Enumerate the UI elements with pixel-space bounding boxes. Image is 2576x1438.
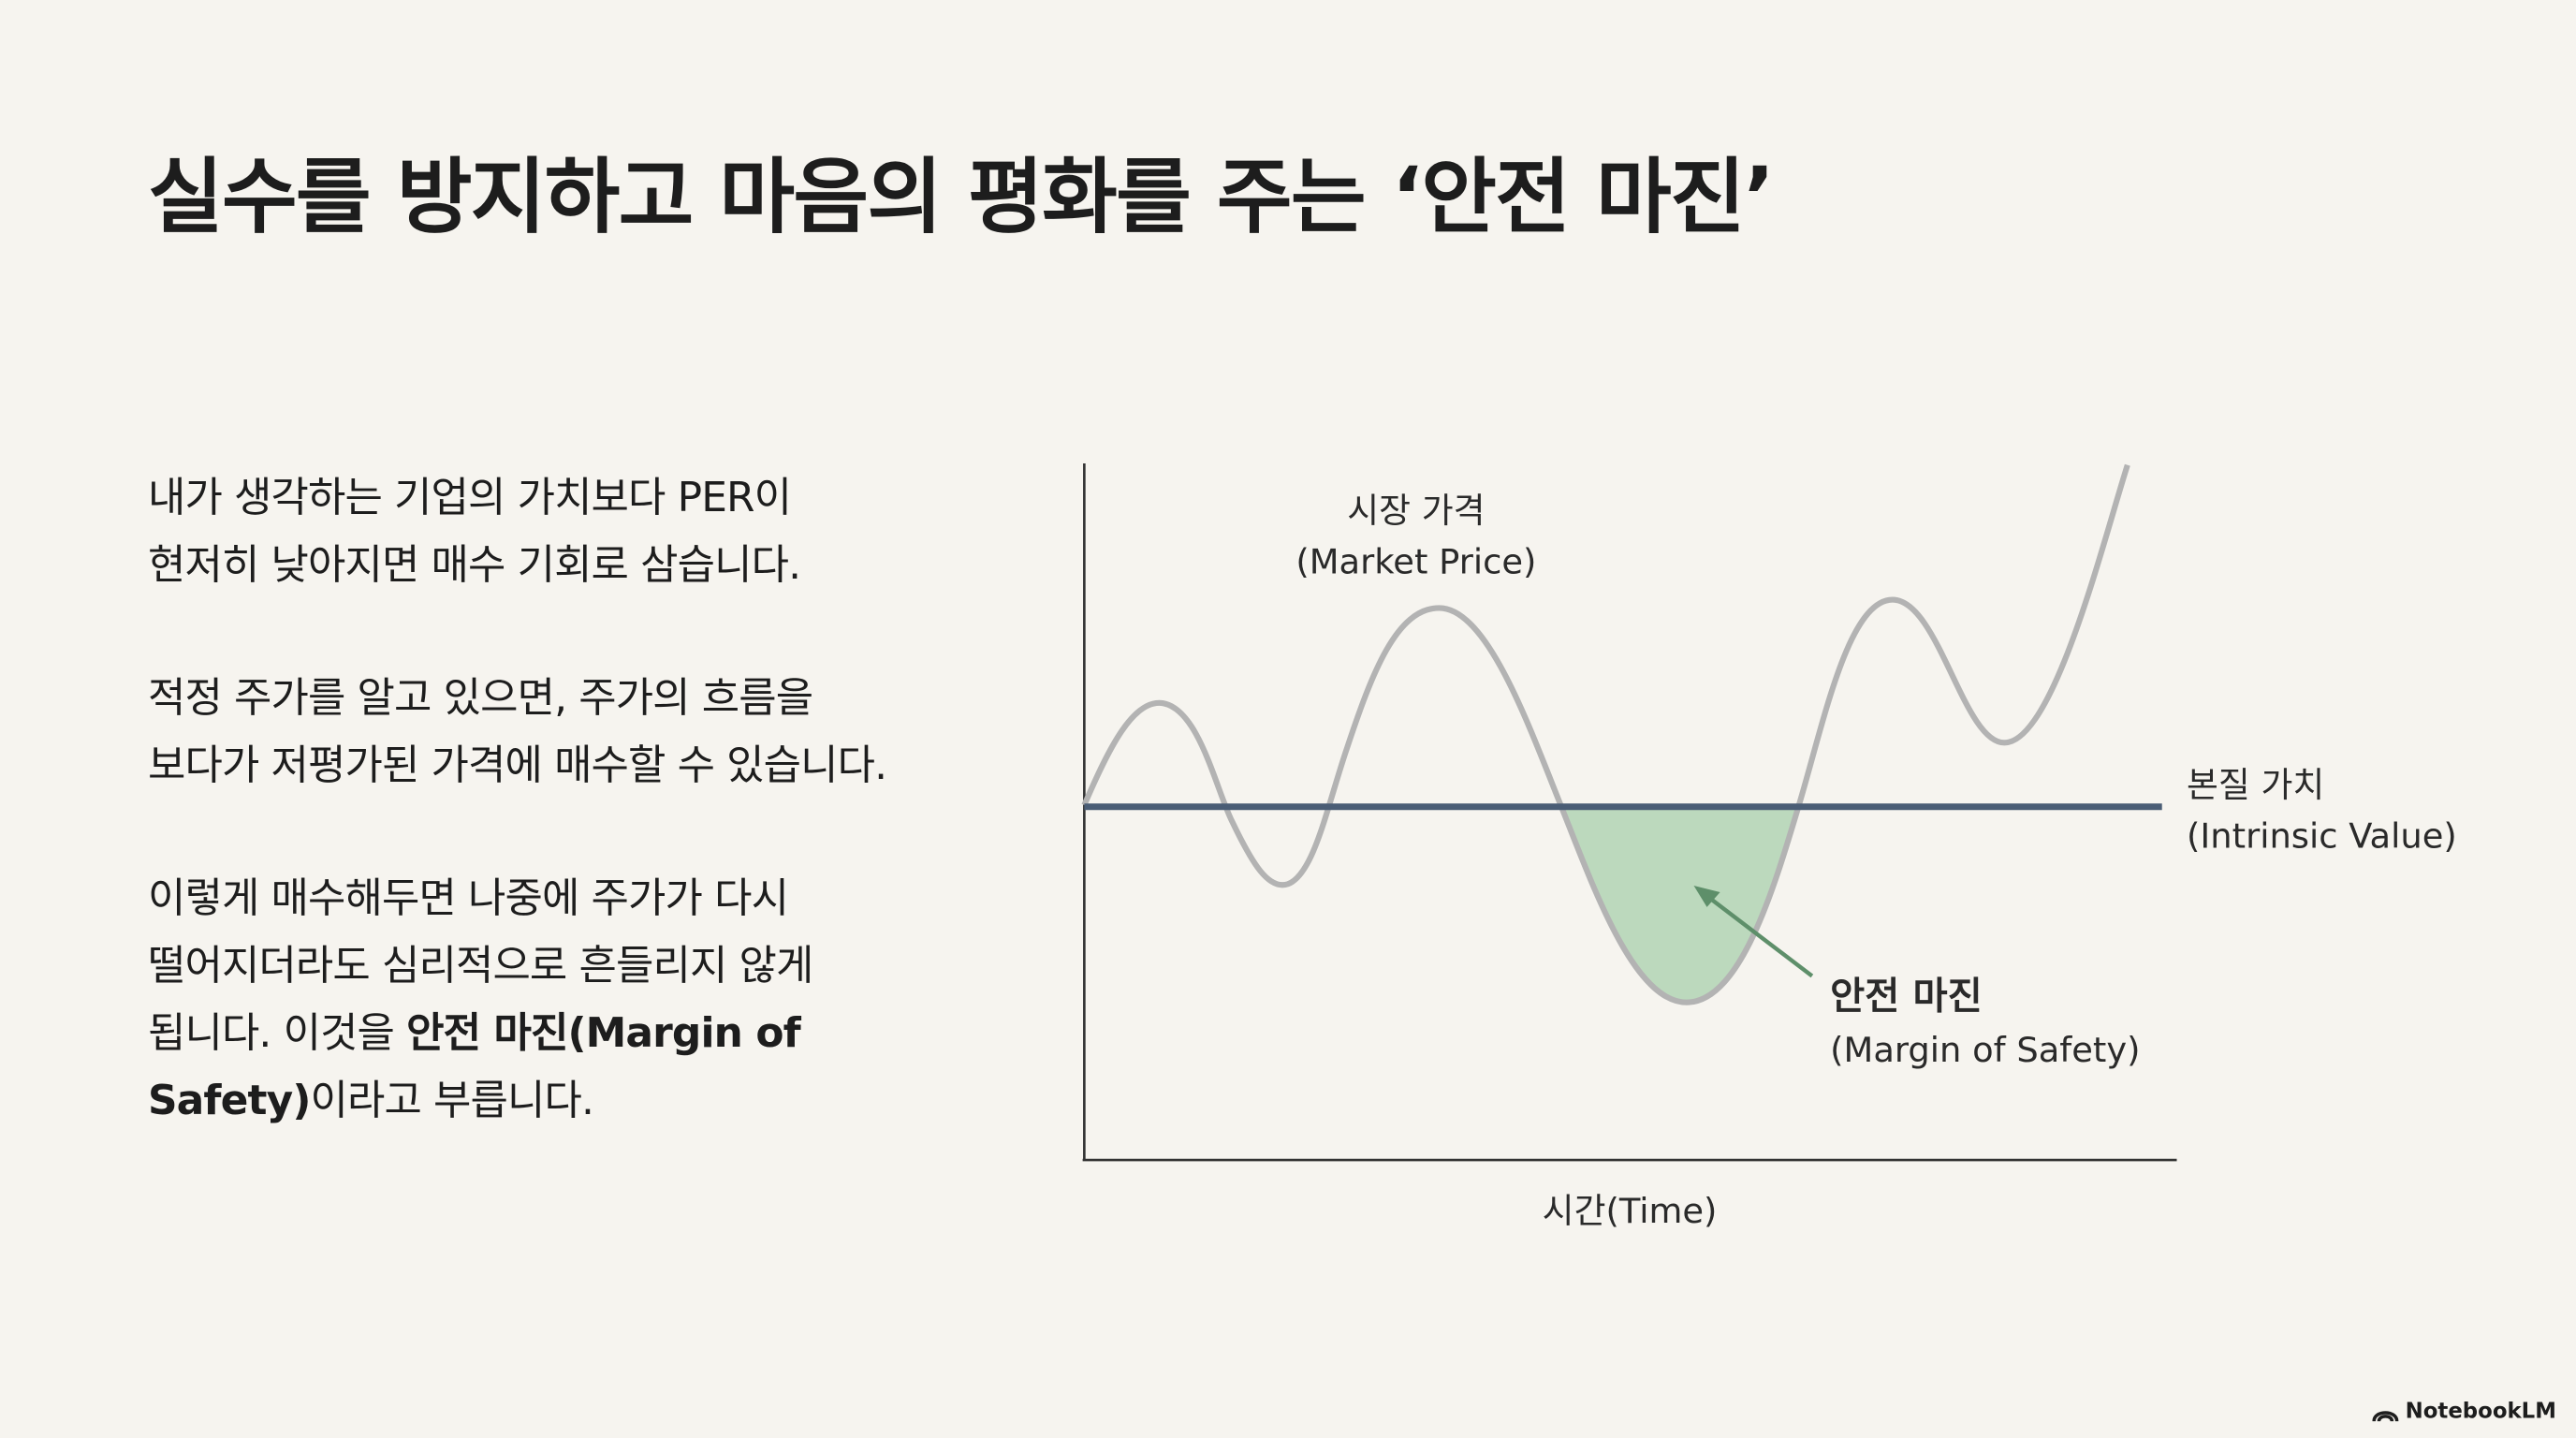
paragraph: 적정 주가를 알고 있으면, 주가의 흐름을 보다가 저평가된 가격에 매수할 …	[147, 673, 887, 789]
market-price-label: 시장 가격	[1347, 491, 1485, 531]
footer: NotebookLM	[2372, 1400, 2556, 1425]
margin-sublabel: (Margin of Safety)	[1830, 1030, 2140, 1070]
intrinsic-sublabel: (Intrinsic Value)	[2187, 816, 2457, 857]
title: 실수를 방지하고 마음의 평화를 주는 ‘안전 마진’	[147, 149, 1775, 245]
paragraph: 내가 생각하는 기업의 가치보다 PER이 현저히 낮아지면 매수 기회로 삼습…	[147, 473, 801, 589]
market-price-sublabel: (Market Price)	[1295, 542, 1536, 582]
arrow	[1700, 890, 1814, 978]
paragraph-text: 이렇게 매수해두면 나중에 주가가 다시 떨어지더라도 심리적으로 흔들리지 않…	[147, 873, 813, 1057]
paragraph-bold: 안전 마진(Margin of Safety)	[147, 1008, 801, 1124]
margin-label: 안전 마진	[1830, 975, 1983, 1019]
price-curve	[1081, 463, 2130, 1005]
x-axis-label: 시간(Time)	[1543, 1191, 1718, 1231]
intrinsic-label: 본질 가치	[2187, 765, 2324, 805]
logo-icon	[2372, 1410, 2399, 1421]
paragraph: 이렇게 매수해두면 나중에 주가가 다시 떨어지더라도 심리적으로 흔들리지 않…	[148, 864, 813, 1134]
paragraph-text: 이라고 부릅니다.	[310, 1076, 594, 1124]
arrow-head	[1693, 885, 1720, 907]
brand: NotebookLM	[2405, 1400, 2556, 1425]
margin-area	[1560, 806, 1799, 1003]
